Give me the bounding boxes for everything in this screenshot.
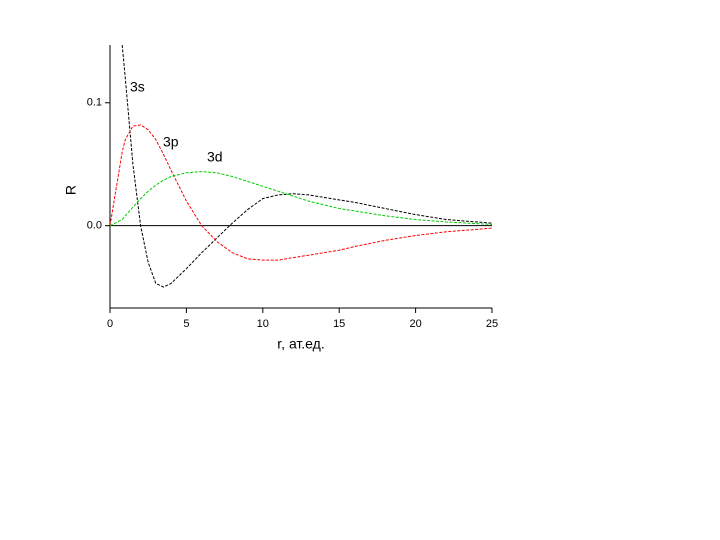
x-axis-label: r, ат.ед.: [277, 336, 324, 352]
x-tick-label: 25: [486, 318, 498, 330]
series-line: [110, 171, 492, 227]
y-axis-label: R: [63, 185, 79, 195]
series-label: 3p: [163, 134, 179, 150]
series-label: 3d: [207, 149, 223, 165]
x-tick-label: 0: [107, 318, 113, 330]
x-tick-label: 20: [409, 318, 421, 330]
series-line: [121, 45, 492, 288]
x-tick-label: 5: [183, 318, 189, 330]
y-tick-label: 0.0: [87, 220, 102, 232]
x-tick-label: 10: [257, 318, 269, 330]
series-line: [110, 124, 492, 261]
series-label: 3s: [130, 79, 145, 95]
x-tick-label: 15: [333, 318, 345, 330]
y-tick-label: 0.1: [87, 97, 102, 109]
